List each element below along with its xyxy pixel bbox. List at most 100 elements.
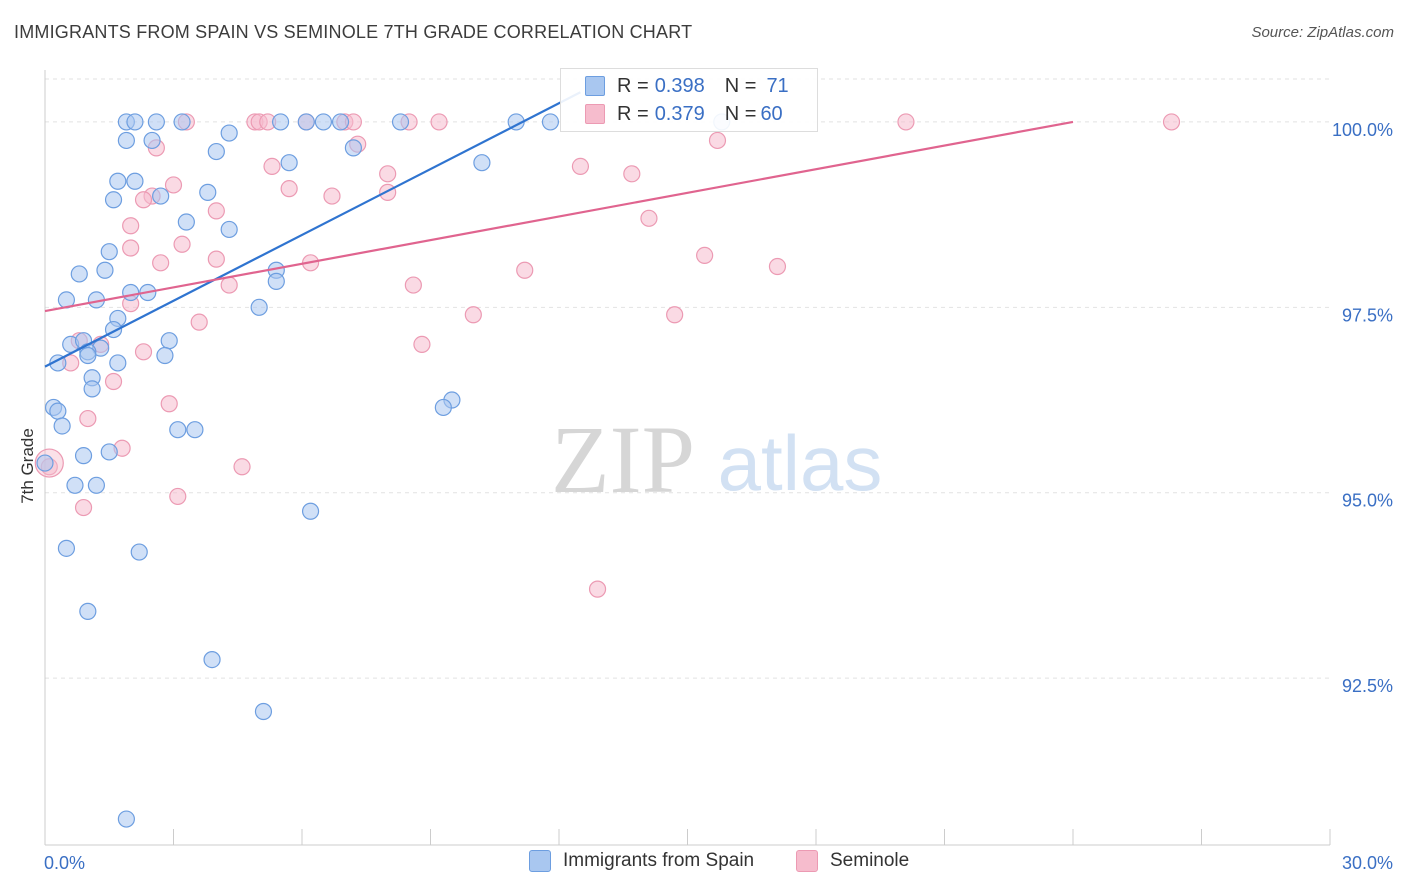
seminole-point	[379, 165, 397, 183]
spain-point	[391, 113, 410, 131]
spain-point	[147, 113, 165, 131]
spain-point	[434, 398, 452, 417]
spain-point	[74, 447, 93, 465]
spain-point	[203, 650, 221, 669]
seminole-point	[233, 458, 251, 476]
legend: R = 0.398 N = 71 R = 0.379 N = 60	[560, 68, 818, 132]
seminole-point	[623, 165, 641, 183]
spain-point	[87, 476, 106, 494]
seminole-point	[640, 209, 658, 227]
spain-point	[143, 131, 161, 150]
bottom-legend-swatch-pink	[796, 850, 818, 872]
spain-point	[79, 602, 97, 620]
spain-point	[177, 213, 195, 231]
seminole-point	[173, 235, 191, 253]
seminole-point	[1162, 113, 1181, 131]
spain-point	[96, 261, 114, 279]
spain-point	[314, 113, 333, 131]
spain-point	[104, 191, 123, 209]
legend-row-seminole: R = 0.379 N = 60	[585, 100, 783, 128]
legend-swatch-blue	[585, 76, 605, 96]
chart-title: IMMIGRANTS FROM SPAIN VS SEMINOLE 7TH GR…	[14, 22, 693, 42]
y-tick-label: 97.5%	[1342, 305, 1393, 325]
seminole-point	[122, 239, 140, 257]
bottom-legend-seminole[interactable]: Seminole	[796, 850, 909, 872]
seminole-point	[190, 313, 208, 331]
spain-point	[70, 265, 88, 283]
spain-point	[169, 421, 187, 439]
seminole-point	[897, 113, 915, 131]
watermark-atlas: atlas	[718, 419, 883, 507]
spain-point	[473, 154, 491, 172]
spain-point	[160, 332, 178, 350]
seminole-point	[79, 409, 97, 428]
bottom-legend-spain[interactable]: Immigrants from Spain	[529, 850, 754, 872]
y-tick-label: 100.0%	[1332, 120, 1393, 140]
spain-point	[109, 354, 127, 372]
seminole-point	[152, 254, 170, 272]
seminole-point	[708, 131, 727, 150]
seminole-point	[404, 276, 422, 294]
seminole-point	[379, 183, 397, 201]
seminole-point	[74, 498, 93, 517]
seminole-point	[666, 306, 684, 324]
bottom-legend: Immigrants from Spain Seminole	[0, 850, 1406, 878]
spain-point	[152, 187, 170, 205]
seminole-point	[768, 257, 787, 276]
watermark-zip: ZIP	[551, 406, 695, 513]
seminole-point	[464, 306, 482, 324]
legend-n-value: 71	[766, 74, 789, 97]
spain-point	[100, 243, 118, 261]
seminole-point	[696, 246, 714, 265]
legend-row-spain: R = 0.398 N = 71	[585, 72, 789, 100]
spain-point	[66, 476, 84, 494]
spain-point	[220, 124, 238, 142]
spain-point	[271, 113, 290, 131]
spain-trend-line	[44, 91, 581, 368]
seminole-point	[571, 157, 590, 176]
legend-r-value: 0.379	[654, 102, 705, 125]
spain-point	[100, 443, 118, 461]
spain-point	[220, 220, 238, 239]
seminole-point	[134, 343, 153, 361]
spain-point	[83, 380, 101, 398]
legend-r-label: R =	[617, 102, 649, 125]
spain-point	[267, 272, 285, 290]
spain-point	[331, 113, 350, 131]
spain-point	[254, 702, 273, 721]
bottom-legend-swatch-blue	[529, 850, 551, 872]
spain-point	[126, 113, 144, 131]
spain-point	[57, 539, 76, 557]
spain-point	[53, 417, 71, 435]
source-label: Source: ZipAtlas.com	[1251, 24, 1394, 41]
spain-point	[344, 139, 362, 157]
x-tick-labels: 0.0% 30.0%	[44, 853, 1393, 873]
seminole-point	[323, 187, 341, 205]
seminole-point	[207, 250, 225, 268]
legend-r-label: R =	[617, 74, 649, 97]
legend-swatch-pink	[585, 104, 605, 124]
x-tick-label-max: 30.0%	[1342, 853, 1393, 873]
spain-point	[199, 183, 217, 201]
spain-point	[117, 131, 135, 150]
legend-r-value: 0.398	[654, 74, 705, 97]
y-tick-label: 95.0%	[1342, 491, 1393, 511]
y-tick-label: 92.5%	[1342, 676, 1393, 696]
spain-point	[109, 172, 127, 190]
bottom-legend-label-spain: Immigrants from Spain	[563, 850, 755, 871]
spain-point	[541, 113, 560, 131]
spain-point	[173, 113, 191, 131]
seminole-point	[122, 217, 140, 235]
seminole-point	[430, 113, 448, 131]
legend-n-label: N =	[724, 74, 757, 97]
seminole-point	[104, 372, 123, 391]
spain-point	[250, 298, 268, 316]
spain-point	[207, 142, 225, 161]
seminole-point	[280, 180, 298, 198]
seminole-point	[207, 202, 225, 220]
seminole-trend-line	[44, 120, 1074, 313]
spain-point	[126, 172, 144, 190]
seminole-point	[169, 487, 187, 506]
spain-point	[156, 346, 174, 365]
